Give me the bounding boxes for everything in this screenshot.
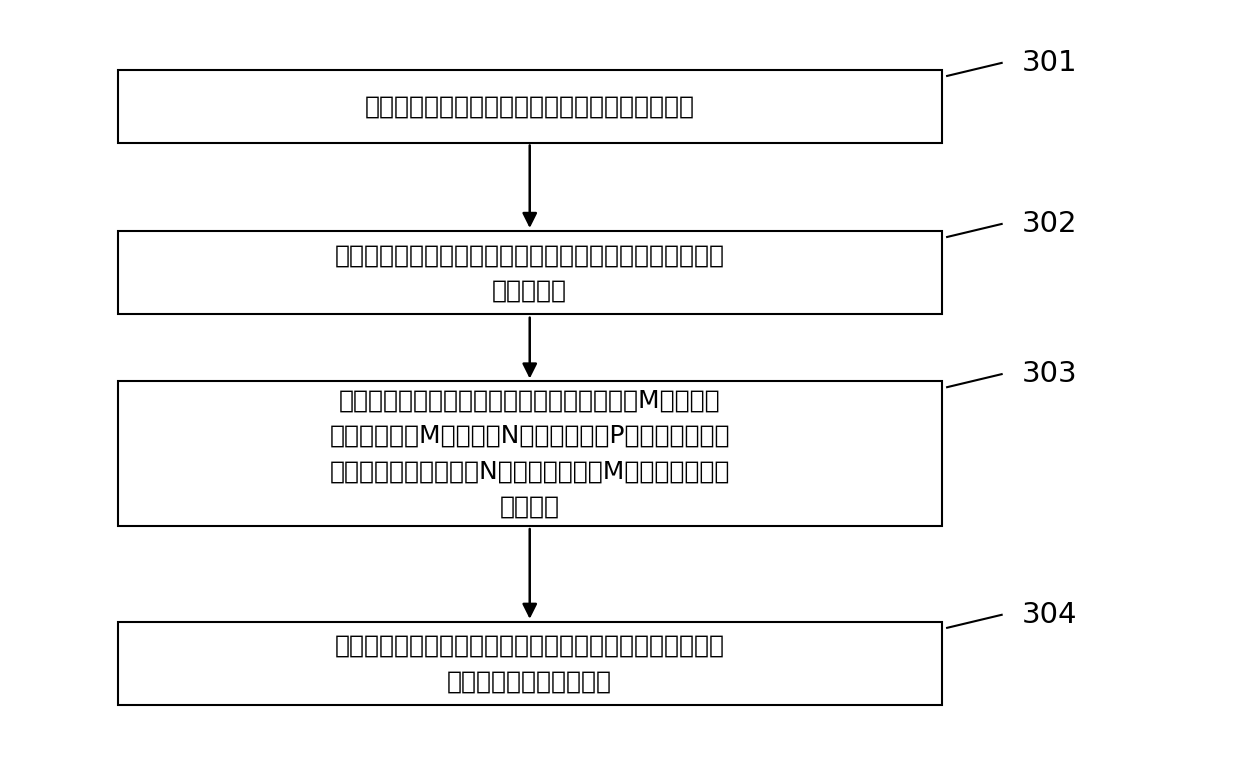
FancyBboxPatch shape (118, 70, 941, 142)
FancyBboxPatch shape (118, 381, 941, 526)
Text: 302: 302 (1022, 210, 1076, 238)
Text: 304: 304 (1022, 601, 1076, 629)
Text: 利用第一信息确定所述终端支持的能夠聚合的M个连续载
波，以及所述M个载波中N个载波上支持P层数据传输；并
利用所述第二信息确定N个载波的频点在M个连续载波频点
: 利用第一信息确定所述终端支持的能夠聚合的M个连续载 波，以及所述M个载波中N个载… (330, 389, 730, 519)
FancyBboxPatch shape (118, 622, 941, 705)
Text: 303: 303 (1022, 360, 1076, 388)
FancyBboxPatch shape (118, 231, 941, 314)
Text: 接收终端发送的用于上报终端载波聚合能力的消息: 接收终端发送的用于上报终端载波聚合能力的消息 (365, 95, 694, 119)
Text: 解析所述用于上报终端载波聚合能力的消息，得到第一信息
及第二信息: 解析所述用于上报终端载波聚合能力的消息，得到第一信息 及第二信息 (335, 243, 724, 303)
Text: 利用所述第一信息及第二信息确定在连续载波聚合下所述终
端所支持的层数组合顺序: 利用所述第一信息及第二信息确定在连续载波聚合下所述终 端所支持的层数组合顺序 (335, 634, 724, 693)
Text: 301: 301 (1022, 49, 1076, 77)
